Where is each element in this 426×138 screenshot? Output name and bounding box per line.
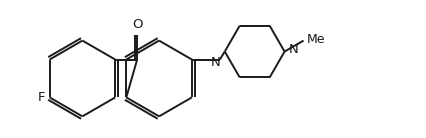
Text: N: N (211, 55, 221, 69)
Text: N: N (288, 43, 298, 56)
Text: O: O (132, 18, 142, 31)
Text: Me: Me (307, 33, 325, 46)
Text: F: F (38, 91, 46, 104)
